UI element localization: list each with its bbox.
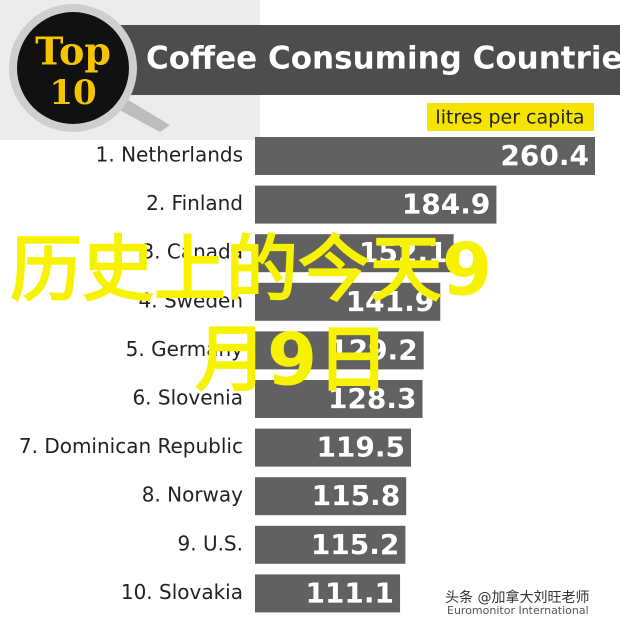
value-label: 115.2 <box>311 528 400 561</box>
chart-title: Coffee Consuming Countries <box>146 41 620 77</box>
category-label: 1. Netherlands <box>96 143 243 167</box>
value-label: 184.9 <box>402 188 491 221</box>
category-label: 3. Canada <box>141 240 243 264</box>
value-label: 115.8 <box>312 479 401 512</box>
badge-top: Top <box>35 29 111 74</box>
category-label: 2. Finland <box>146 191 243 215</box>
bar <box>255 477 407 516</box>
overlay-text: 历史上的今天9 <box>10 228 492 312</box>
value-label: 111.1 <box>305 576 394 609</box>
bar <box>255 282 441 321</box>
cup <box>17 12 129 124</box>
overlay-text: 月9日 <box>195 318 389 402</box>
bar <box>255 428 412 467</box>
badge-number: 10 <box>49 73 96 113</box>
category-label: 8. Norway <box>142 483 243 507</box>
badge: Top 10 <box>9 4 170 132</box>
bar <box>255 331 424 370</box>
bar <box>255 525 406 564</box>
value-label: 141.9 <box>346 285 435 318</box>
category-label: 6. Slovenia <box>132 386 243 410</box>
bars: 1. Netherlands 260.4 2. Finland 184.9 3. Can… <box>19 137 595 613</box>
bar <box>255 380 423 418</box>
subtitle-box <box>427 103 594 131</box>
category-label: 9. U.S. <box>178 531 244 555</box>
value-label: 128.3 <box>328 382 417 415</box>
value-label: 119.5 <box>316 431 405 464</box>
bar <box>255 137 595 175</box>
watermark: 头条 @加拿大刘旺老师 <box>445 589 589 606</box>
value-label: 152.1 <box>359 236 448 269</box>
bar <box>255 574 401 613</box>
category-label: 7. Dominican Republic <box>19 434 243 458</box>
category-label: 4. Sweden <box>139 288 243 312</box>
subtitle: litres per capita <box>435 107 584 129</box>
bar <box>255 185 497 224</box>
bar <box>255 234 454 273</box>
value-label: 260.4 <box>500 139 589 172</box>
source: Euromonitor International <box>447 604 589 617</box>
title-band <box>120 25 620 95</box>
category-label: 10. Slovakia <box>121 580 243 604</box>
category-label: 5. Germany <box>126 337 244 361</box>
value-label: 129.2 <box>329 333 418 366</box>
